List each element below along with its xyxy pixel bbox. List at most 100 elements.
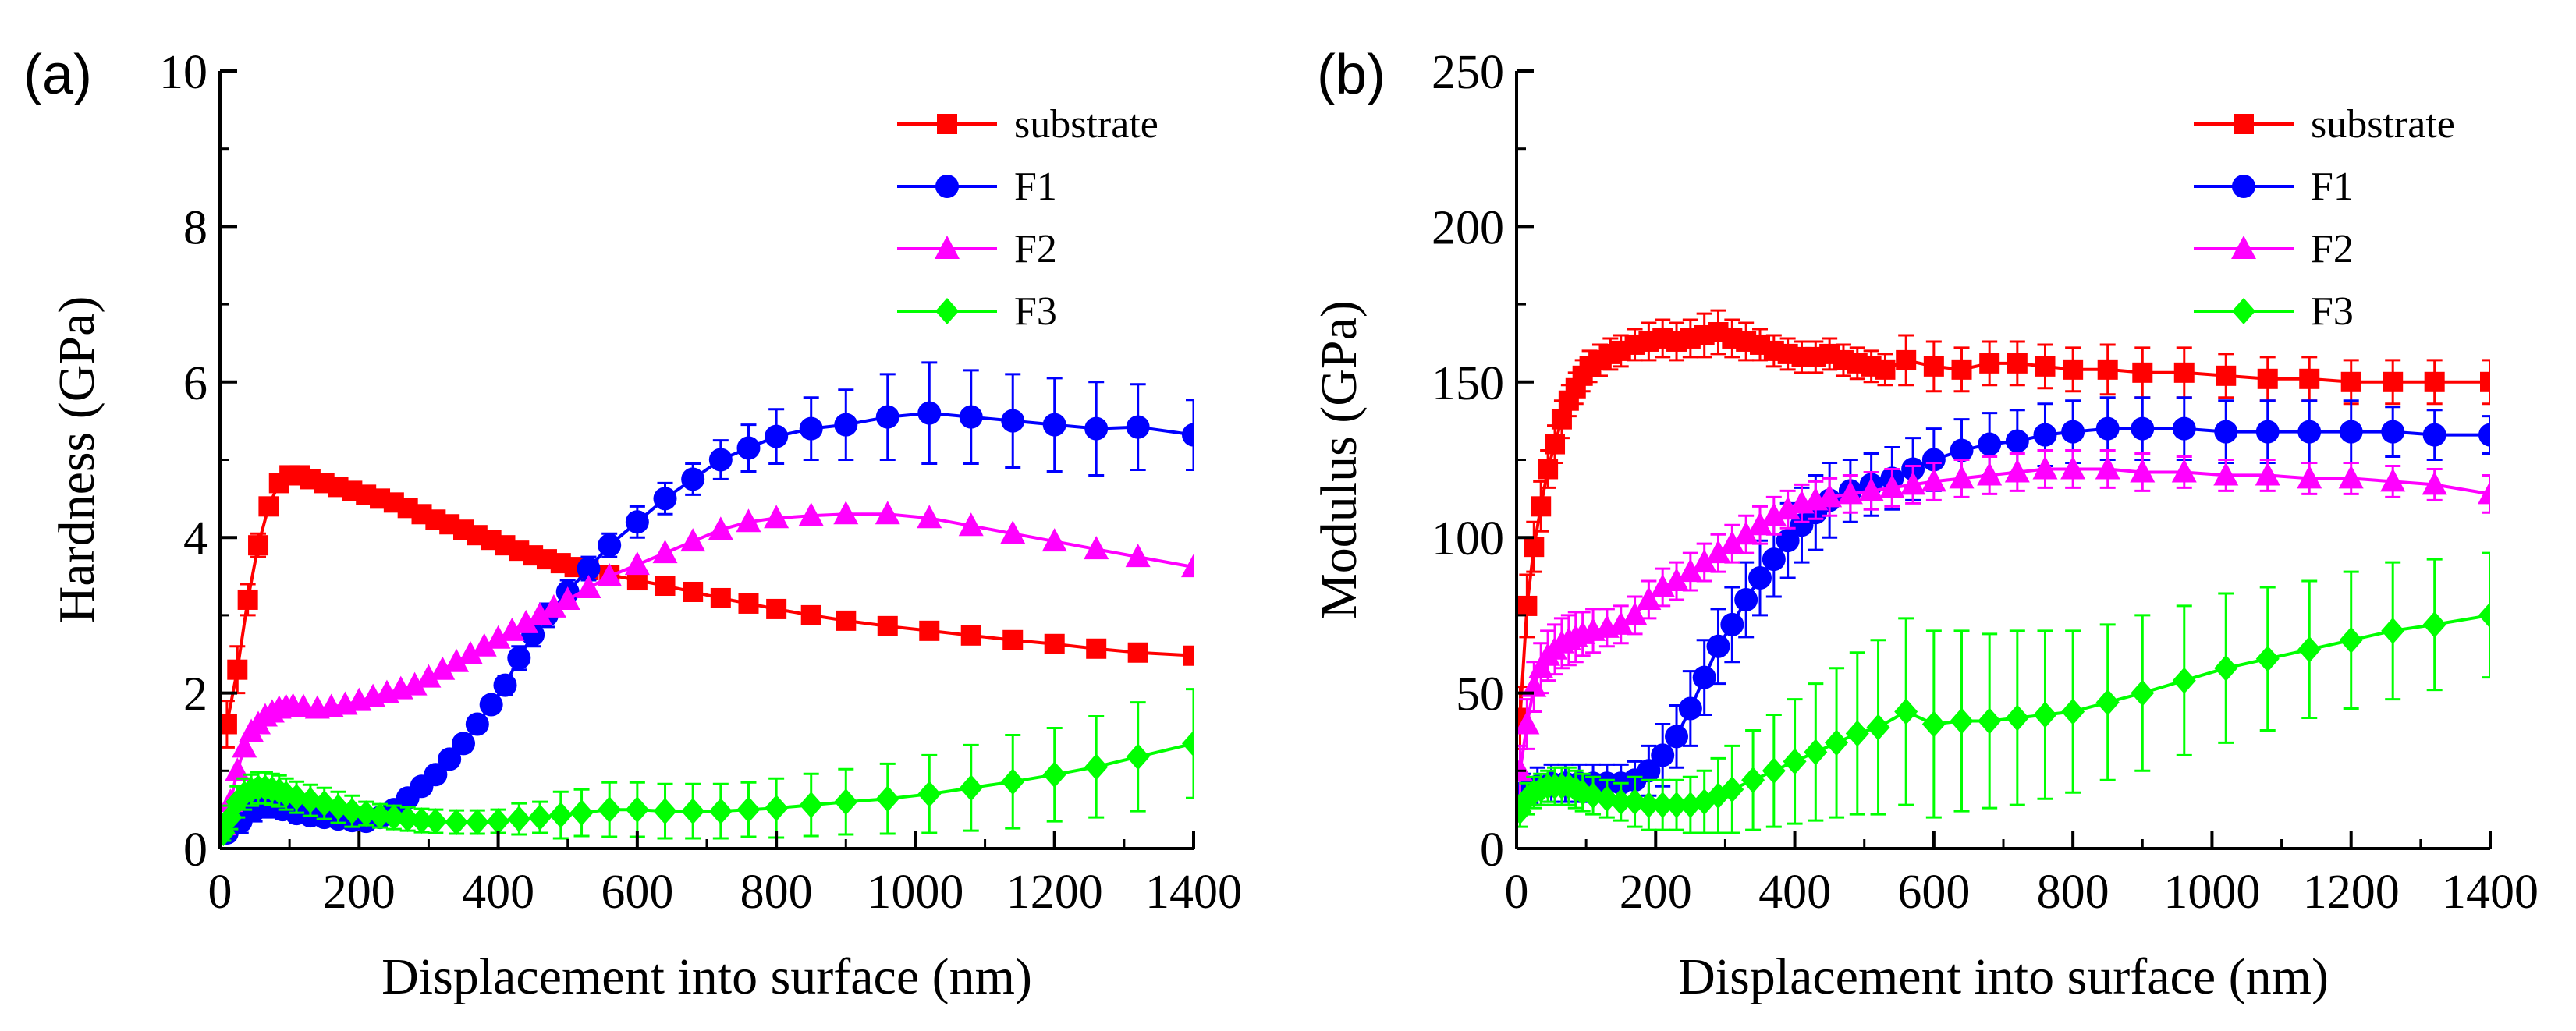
x-tick-label: 1200 — [1006, 866, 1103, 919]
data-point-f1 — [2061, 420, 2085, 444]
data-point-f1 — [424, 763, 448, 787]
x-tick-label: 200 — [323, 866, 396, 919]
data-point-f1 — [1706, 634, 1730, 658]
legend-marker-f2 — [2231, 236, 2256, 259]
data-point-f3 — [569, 799, 594, 827]
data-point-f2 — [1977, 462, 2003, 486]
data-point-f1 — [598, 533, 622, 558]
data-point-f1 — [438, 747, 462, 771]
data-point-substrate — [683, 581, 704, 602]
data-point-f2 — [1677, 558, 1703, 583]
y-tick-label: 50 — [1456, 668, 1504, 721]
data-point-f3 — [1825, 729, 1849, 756]
x-tick-label: 400 — [1758, 866, 1831, 919]
data-point-f1 — [2297, 420, 2322, 444]
data-point-f3 — [1720, 776, 1744, 803]
y-tick-label: 200 — [1432, 201, 1504, 254]
y-tick-label: 150 — [1432, 357, 1504, 410]
data-point-substrate — [1923, 356, 1944, 377]
data-point-f1 — [2005, 429, 2029, 453]
data-point-f1 — [2033, 423, 2057, 447]
data-point-f2 — [917, 505, 942, 529]
data-point-substrate — [2007, 353, 2028, 374]
data-point-f1 — [2255, 420, 2280, 444]
data-point-substrate — [1875, 359, 1896, 380]
data-point-f3 — [220, 804, 243, 831]
data-point-f3 — [736, 796, 761, 824]
data-point-f3 — [2255, 645, 2280, 672]
data-point-f3 — [2339, 626, 2363, 654]
data-point-f1 — [1762, 547, 1786, 572]
data-point-f1 — [1776, 529, 1800, 553]
data-point-substrate — [248, 535, 269, 556]
data-point-f2 — [555, 586, 580, 610]
data-point-substrate — [1896, 349, 1917, 370]
data-point-substrate — [1531, 496, 1552, 517]
data-point-substrate — [877, 615, 898, 636]
data-point-substrate — [2035, 356, 2056, 377]
data-point-f1 — [507, 646, 531, 670]
data-point-f3 — [708, 798, 733, 825]
data-point-f3 — [368, 802, 392, 830]
data-point-f3 — [340, 798, 364, 825]
y-axis-label: Hardness (GPa) — [48, 296, 105, 624]
data-point-f3 — [1001, 768, 1025, 795]
data-point-f1 — [2214, 420, 2238, 444]
data-point-f3 — [2422, 611, 2446, 638]
plot-area — [1517, 309, 2490, 834]
data-point-f3 — [424, 808, 448, 835]
data-point-f2 — [1517, 757, 1533, 781]
data-point-f3 — [465, 809, 489, 836]
data-point-substrate — [220, 714, 237, 735]
data-point-f2 — [833, 501, 859, 525]
x-axis-label: Displacement into surface (nm) — [1678, 948, 2329, 1005]
data-point-substrate — [2340, 371, 2361, 392]
panel-label: (a) — [23, 44, 92, 106]
series-line-f2 — [1518, 467, 2490, 771]
data-point-f3 — [625, 796, 649, 824]
data-point-f3 — [2131, 679, 2155, 707]
data-point-f3 — [834, 788, 858, 816]
data-point-f3 — [1692, 788, 1716, 816]
data-point-f3 — [1894, 698, 1918, 725]
data-point-f3 — [1804, 739, 1828, 766]
data-point-substrate — [2299, 368, 2320, 389]
x-tick-label: 800 — [2037, 866, 2109, 919]
data-point-substrate — [1979, 353, 2000, 374]
legend-marker-f1 — [2232, 175, 2255, 198]
legend: substrate F1 F2 F3 — [2194, 102, 2455, 334]
x-axis-label: Displacement into surface (nm) — [381, 948, 1032, 1005]
series-f3 — [1517, 551, 2490, 834]
data-point-f1 — [1692, 665, 1716, 689]
data-point-f3 — [1921, 710, 1946, 738]
data-point-f3 — [1517, 798, 1532, 825]
data-point-substrate — [1517, 595, 1538, 616]
data-point-substrate — [800, 604, 821, 625]
x-tick-label: 400 — [462, 866, 534, 919]
data-point-f2 — [1000, 520, 1026, 544]
data-point-f3 — [2095, 689, 2120, 716]
data-point-f2 — [1775, 496, 1801, 520]
plot-area — [220, 361, 1194, 847]
data-point-f1 — [1001, 409, 1025, 433]
data-point-f2 — [1636, 586, 1662, 610]
data-point-f1 — [2478, 423, 2490, 447]
data-point-f2 — [1622, 601, 1648, 625]
legend-label-f2: F2 — [2311, 227, 2354, 271]
data-point-f3 — [2005, 704, 2029, 732]
data-point-f2 — [798, 502, 824, 526]
data-point-f2 — [2422, 471, 2447, 495]
data-point-f3 — [799, 792, 823, 819]
data-point-substrate — [237, 589, 258, 610]
data-point-substrate — [2063, 359, 2084, 380]
data-point-f2 — [652, 540, 678, 564]
data-point-f3 — [1665, 792, 1689, 819]
data-point-f1 — [1651, 743, 1675, 767]
data-point-f1 — [1950, 438, 1974, 462]
data-point-substrate — [2480, 371, 2490, 392]
data-point-substrate — [2424, 371, 2445, 392]
legend-label-f1: F1 — [2311, 165, 2354, 209]
data-point-substrate — [2097, 359, 2118, 380]
data-point-f2 — [1705, 540, 1731, 564]
data-point-substrate — [1086, 638, 1107, 659]
